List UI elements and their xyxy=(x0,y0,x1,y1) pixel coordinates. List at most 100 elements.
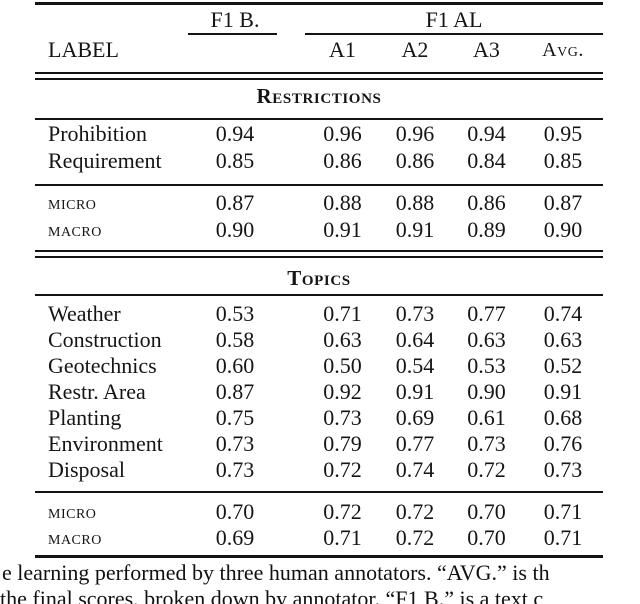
cell-f1-baseline: 0.73 xyxy=(215,431,255,456)
cell-f1-baseline: 0.94 xyxy=(215,121,255,146)
rule-under-restrictions-title xyxy=(35,118,603,120)
cell-a2: 0.72 xyxy=(395,499,435,524)
col-header-label: LABEL xyxy=(48,37,119,62)
cell-a1: 0.73 xyxy=(323,405,362,430)
cell-a1: 0.72 xyxy=(323,499,362,524)
cell-a2: 0.91 xyxy=(395,217,435,242)
cell-avg: 0.95 xyxy=(543,121,583,146)
column-gap xyxy=(280,149,305,173)
cell-avg: 0.90 xyxy=(543,217,583,242)
row-label: Construction xyxy=(48,327,162,352)
caption-line-2: the final scores, broken down by annotat… xyxy=(0,586,544,604)
table-row: Disposal 0.73 0.72 0.74 0.72 0.73 xyxy=(35,458,603,482)
rule-before-topics-summary xyxy=(35,491,603,493)
cell-a3: 0.61 xyxy=(467,405,506,430)
cell-a2: 0.91 xyxy=(395,379,435,404)
column-gap xyxy=(280,122,305,146)
summary-row-macro: macro 0.90 0.91 0.91 0.89 0.90 xyxy=(35,218,603,242)
cell-avg: 0.74 xyxy=(543,301,583,326)
cell-a3: 0.53 xyxy=(467,353,506,378)
cell-a3: 0.90 xyxy=(467,379,506,404)
cell-avg: 0.71 xyxy=(543,525,583,550)
section-title-topics: Topics xyxy=(287,266,351,290)
cell-avg: 0.76 xyxy=(543,431,583,456)
cmidrule-f1-al xyxy=(305,33,603,35)
cell-f1-baseline: 0.70 xyxy=(215,499,255,524)
cell-a1: 0.79 xyxy=(323,431,362,456)
row-label: micro xyxy=(48,192,97,214)
row-label: Requirement xyxy=(48,148,162,173)
col-header-a1: A1 xyxy=(329,37,356,62)
col-header-a2: A2 xyxy=(401,37,429,62)
cell-a3: 0.73 xyxy=(467,431,506,456)
cell-a2: 0.69 xyxy=(395,405,435,430)
cell-a3: 0.63 xyxy=(467,327,506,352)
cell-avg: 0.71 xyxy=(543,499,583,524)
column-gap xyxy=(280,406,305,430)
row-label: Weather xyxy=(48,301,121,326)
row-label: macro xyxy=(48,527,102,549)
cell-a3: 0.77 xyxy=(467,301,506,326)
row-label: Planting xyxy=(48,405,122,430)
column-gap xyxy=(280,191,305,215)
cell-f1-baseline: 0.75 xyxy=(215,405,255,430)
rule-before-restrictions-summary xyxy=(35,184,603,186)
cell-f1-baseline: 0.73 xyxy=(215,457,255,482)
cell-a3: 0.70 xyxy=(467,499,506,524)
table-row: Prohibition 0.94 0.96 0.96 0.94 0.95 xyxy=(35,122,603,146)
cell-a2: 0.73 xyxy=(395,301,435,326)
section-title-restrictions: Restrictions xyxy=(256,84,382,108)
rule-under-topics-title xyxy=(35,294,603,296)
cell-a1: 0.96 xyxy=(323,121,362,146)
row-label: Environment xyxy=(48,431,163,456)
table-row: Requirement 0.85 0.86 0.86 0.84 0.85 xyxy=(35,149,603,173)
summary-row-macro: macro 0.69 0.71 0.72 0.70 0.71 xyxy=(35,526,603,550)
col-group-f1-al: F1 AL xyxy=(425,7,483,32)
column-gap xyxy=(280,38,305,62)
double-rule-topics xyxy=(35,250,603,258)
col-header-avg: Avg. xyxy=(542,39,584,61)
cmidrule-f1-baseline xyxy=(188,33,277,35)
table-row: Restr. Area 0.87 0.92 0.91 0.90 0.91 xyxy=(35,380,603,404)
table-top-rule xyxy=(35,2,603,5)
cell-a2: 0.54 xyxy=(395,353,435,378)
column-gap xyxy=(280,500,305,524)
cell-a2: 0.88 xyxy=(395,190,435,215)
column-gap xyxy=(280,526,305,550)
cell-f1-baseline: 0.69 xyxy=(215,525,255,550)
row-label: Geotechnics xyxy=(48,353,157,378)
cell-a2: 0.86 xyxy=(395,148,435,173)
summary-row-micro: micro 0.87 0.88 0.88 0.86 0.87 xyxy=(35,191,603,215)
cell-a1: 0.72 xyxy=(323,457,362,482)
cell-a1: 0.63 xyxy=(323,327,362,352)
cell-avg: 0.73 xyxy=(543,457,583,482)
cell-a2: 0.96 xyxy=(395,121,435,146)
cell-a1: 0.91 xyxy=(323,217,362,242)
cell-a3: 0.70 xyxy=(467,525,506,550)
column-gap xyxy=(280,458,305,482)
double-rule-restrictions xyxy=(35,72,603,80)
cell-a1: 0.71 xyxy=(323,301,362,326)
cell-avg: 0.68 xyxy=(543,405,583,430)
cell-f1-baseline: 0.90 xyxy=(215,217,255,242)
table-row: Weather 0.53 0.71 0.73 0.77 0.74 xyxy=(35,302,603,326)
column-gap xyxy=(280,354,305,378)
cell-a1: 0.92 xyxy=(323,379,362,404)
row-label: macro xyxy=(48,219,102,241)
cell-a2: 0.74 xyxy=(395,457,435,482)
row-label: Restr. Area xyxy=(48,379,146,404)
cell-avg: 0.91 xyxy=(543,379,583,404)
cell-f1-baseline: 0.87 xyxy=(215,379,255,404)
cell-a3: 0.72 xyxy=(467,457,506,482)
cell-avg: 0.63 xyxy=(543,327,583,352)
table-row: Environment 0.73 0.79 0.77 0.73 0.76 xyxy=(35,432,603,456)
table-row: Construction 0.58 0.63 0.64 0.63 0.63 xyxy=(35,328,603,352)
column-gap xyxy=(280,328,305,352)
summary-row-micro: micro 0.70 0.72 0.72 0.70 0.71 xyxy=(35,500,603,524)
cell-a1: 0.88 xyxy=(323,190,362,215)
cell-a3: 0.84 xyxy=(467,148,506,173)
col-header-empty xyxy=(190,38,280,62)
cell-a3: 0.89 xyxy=(467,217,506,242)
table-row: Geotechnics 0.60 0.50 0.54 0.53 0.52 xyxy=(35,354,603,378)
